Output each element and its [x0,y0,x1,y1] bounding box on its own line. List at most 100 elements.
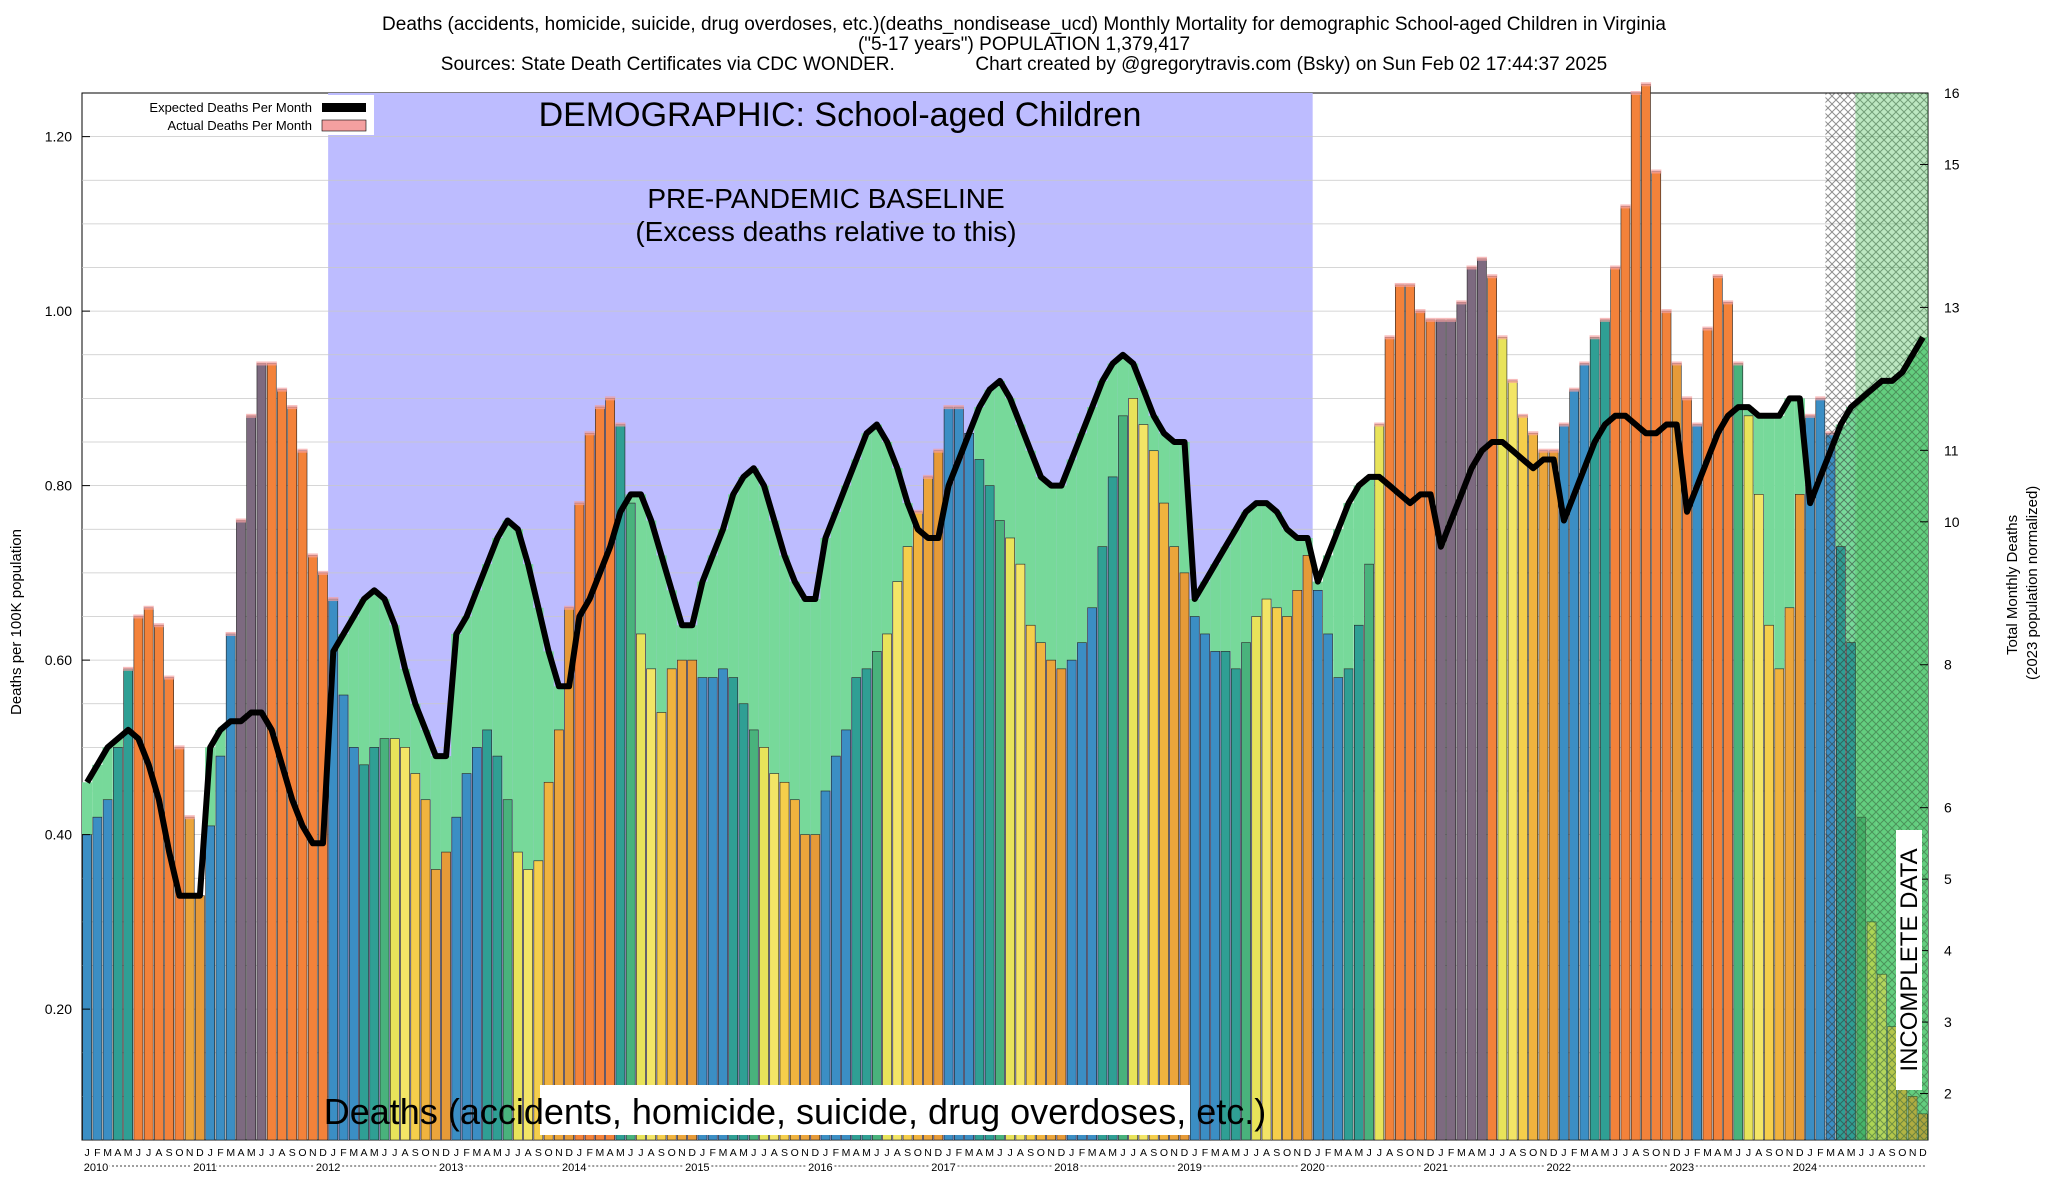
bar [687,659,698,1141]
y2-tick-label: 6 [1944,800,1952,816]
bar [810,834,821,1141]
x-month-label: J [761,1147,766,1159]
x-month-label: O [298,1147,306,1159]
bar [1805,415,1815,1141]
excess-marker [1415,309,1426,314]
legend-expected-label: Expected Deaths Per Month [149,100,312,115]
bar [1384,336,1395,1141]
y2-tick-label: 5 [1944,871,1952,887]
deficit-fill [1220,546,1231,652]
bar [1128,398,1139,1141]
x-month-label: J [1859,1147,1864,1159]
x-month-label: J [946,1147,951,1159]
bar [1261,598,1272,1141]
bar [584,432,595,1141]
deficit-fill [512,529,523,853]
excess-marker [153,623,165,628]
deficit-fill [676,625,688,661]
excess-marker [1599,317,1611,322]
x-month-label: M [493,1147,502,1159]
bar [1292,590,1303,1141]
deficit-fill [1035,476,1047,643]
deficit-fill [871,424,882,652]
bar [513,851,523,1141]
bar [102,799,113,1141]
x-month-label: J [1623,1147,1628,1159]
bar [1374,424,1385,1141]
deficit-fill [728,494,739,678]
bar [236,520,246,1141]
x-month-label: A [1632,1147,1639,1159]
bar [1271,607,1282,1141]
deficit-fill [1117,354,1129,416]
bar [92,816,103,1141]
bar [256,363,267,1141]
x-month-label: A [484,1147,491,1159]
bar [1764,624,1774,1141]
deficit-fill [1281,529,1293,617]
bar [1661,310,1672,1141]
y2-tick-label: 16 [1944,85,1960,101]
bar [1302,555,1313,1141]
excess-marker [133,614,144,619]
deficit-fill [389,625,400,739]
x-month-label: J [1315,1147,1320,1159]
bar [728,677,739,1141]
deficit-fill [1261,503,1272,600]
deficit-fill [338,633,349,696]
excess-marker [1374,422,1385,427]
x-month-label: M [1457,1147,1466,1159]
bar [533,860,544,1141]
bar [543,781,554,1141]
bar [472,747,482,1141]
x-month-label: A [1140,1147,1147,1159]
deficit-fill [707,555,718,678]
excess-marker [1733,361,1744,366]
bar [1600,319,1610,1141]
bar [759,747,769,1141]
bar [1343,668,1354,1141]
deficit-fill [974,407,985,460]
bar [1620,206,1631,1141]
deficit-fill [1251,503,1262,617]
x-month-label: J [1561,1147,1566,1159]
caption-box [540,1085,1190,1135]
bar [174,747,185,1141]
bar [143,607,154,1141]
bar [861,668,872,1141]
x-month-label: D [1550,1147,1558,1159]
bar [164,677,174,1141]
legend-expected-swatch [322,103,366,112]
bar [995,520,1005,1141]
x-month-label: J [1746,1147,1751,1159]
bar [841,729,851,1141]
deficit-fill [420,729,431,800]
bar [800,834,810,1141]
bar [1210,651,1221,1141]
x-month-label: O [1775,1147,1783,1159]
x-month-label: S [1396,1147,1403,1159]
deficit-fill [666,590,677,669]
x-month-label: N [1170,1147,1178,1159]
bar [964,432,974,1141]
x-month-label: O [1037,1147,1045,1159]
excess-marker [235,518,247,523]
x-month-label: F [340,1147,346,1159]
bar [933,450,944,1141]
excess-marker [615,422,626,427]
bar [338,694,349,1141]
deficit-fill [461,616,472,774]
bar [574,502,585,1141]
bar [307,555,318,1141]
excess-marker [1548,448,1559,453]
deficit-fill [1056,485,1067,669]
deficit-fill [1292,537,1303,591]
x-month-label: S [1889,1147,1896,1159]
excess-marker [1538,448,1549,453]
bar [492,755,503,1141]
bar [461,773,472,1141]
x-month-label: J [628,1147,633,1159]
x-year-label: 2012 [316,1162,340,1174]
deficit-fill [1333,529,1344,678]
x-month-label: N [555,1147,563,1159]
